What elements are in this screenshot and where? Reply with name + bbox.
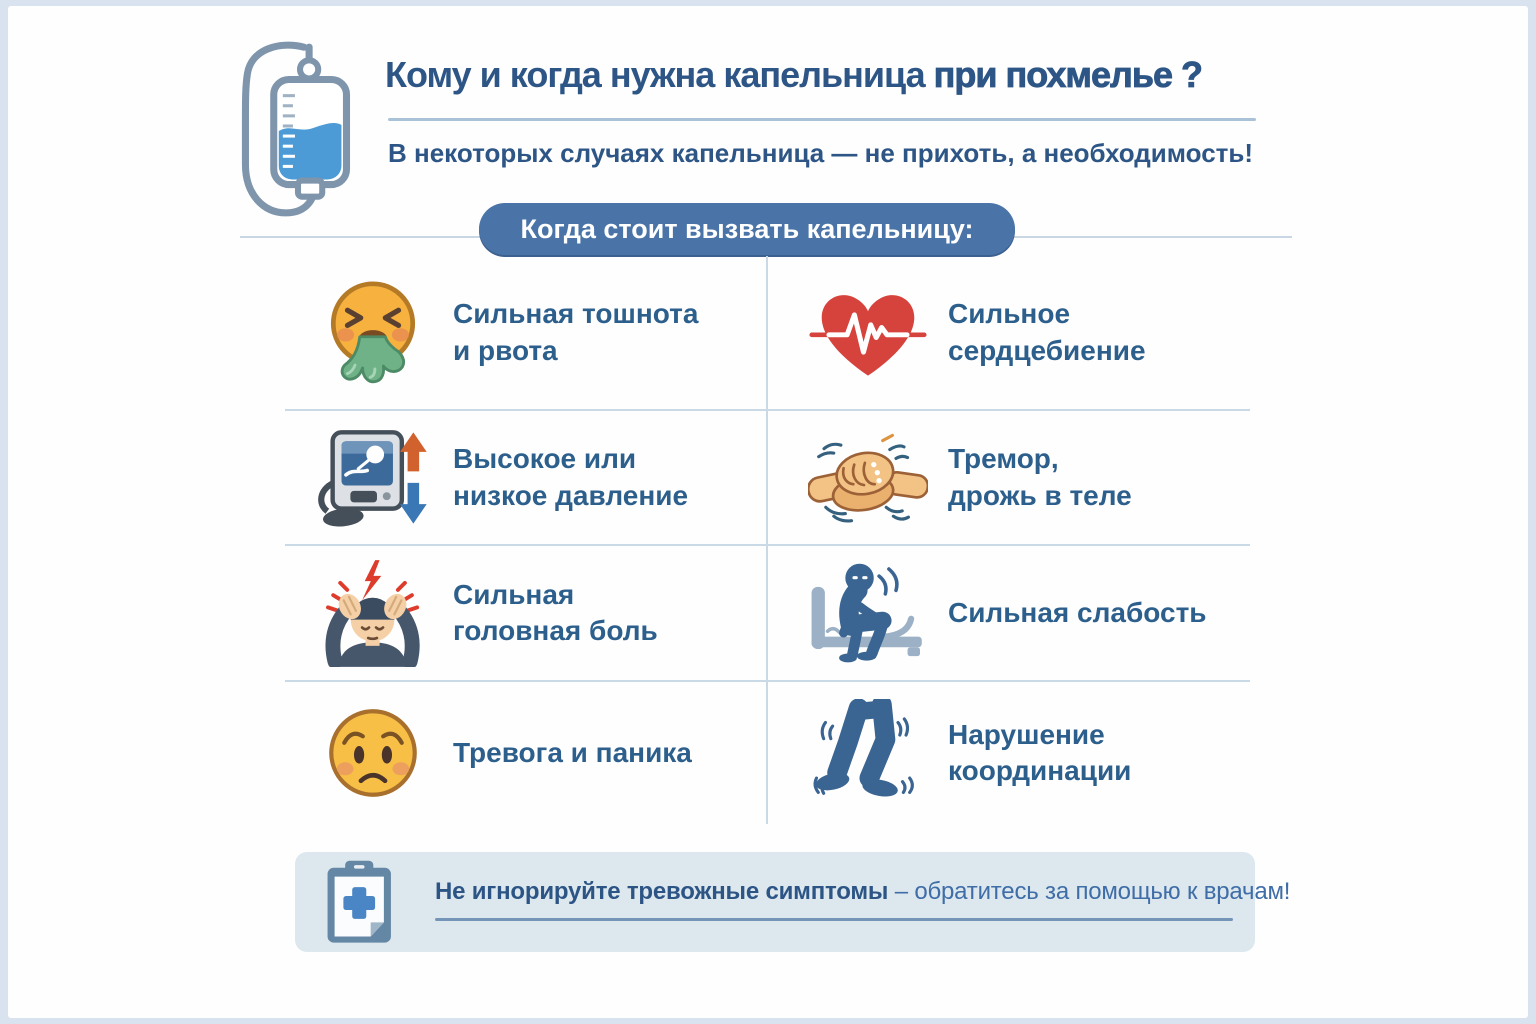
headache-icon bbox=[325, 559, 420, 667]
footer-banner: Не игнорируйте тревожные симптомы – обра… bbox=[295, 852, 1290, 952]
symptoms-grid: Сильная тошнота и рвота Сильное сердцеби… bbox=[285, 256, 1250, 824]
footer-text-regular: – обратитесь за помощью к врачам! bbox=[888, 878, 1291, 905]
symptom-cell-headache: Сильная головная боль bbox=[285, 546, 768, 682]
worried-face-icon bbox=[329, 709, 417, 797]
footer-text-bold: Не игнорируйте тревожные симптомы bbox=[435, 878, 889, 905]
symptom-label: Нарушение координации bbox=[948, 718, 1132, 786]
symptom-label: Высокое или низкое давление bbox=[453, 443, 689, 511]
title-regular: Кому и когда нужна капельница bbox=[385, 54, 934, 95]
footer-underline bbox=[435, 918, 1233, 921]
symptom-label: Сильная слабость bbox=[948, 596, 1207, 628]
footer-warning-text: Не игнорируйте тревожные симптомы – обра… bbox=[435, 878, 1290, 906]
symptom-cell-tremor: Тремор, дрожь в теле bbox=[768, 411, 1250, 546]
symptom-label: Сильная тошнота и рвота bbox=[453, 298, 699, 366]
title-emphasis: при похмелье ? bbox=[933, 54, 1203, 96]
iv-drip-bag-icon bbox=[241, 41, 351, 217]
medical-clipboard-icon bbox=[327, 860, 391, 943]
symptom-cell-blood-pressure: Высокое или низкое давление bbox=[285, 411, 768, 546]
heart-pulse-icon bbox=[809, 294, 927, 376]
vomiting-face-icon bbox=[330, 281, 416, 384]
symptom-cell-heartbeat: Сильное сердцебиение bbox=[768, 256, 1250, 411]
page-title: Кому и когда нужна капельница при похмел… bbox=[385, 54, 1285, 96]
blood-pressure-monitor-icon bbox=[318, 429, 427, 527]
impaired-coordination-icon bbox=[813, 699, 914, 797]
symptom-label: Сильное сердцебиение bbox=[948, 298, 1146, 366]
symptom-cell-coordination: Нарушение координации bbox=[768, 682, 1250, 824]
symptom-label: Сильная головная боль bbox=[453, 578, 658, 646]
content-card: Кому и когда нужна капельница при похмел… bbox=[8, 6, 1528, 1018]
trembling-hands-icon bbox=[808, 433, 928, 523]
symptom-label: Тревога и паника bbox=[453, 736, 692, 768]
section-banner: Когда стоит вызвать капельницу: bbox=[479, 203, 1015, 255]
page-subtitle: В некоторых случаях капельница — не прих… bbox=[388, 138, 1254, 168]
symptom-label: Тремор, дрожь в теле bbox=[948, 443, 1132, 511]
symptom-cell-nausea: Сильная тошнота и рвота bbox=[285, 256, 768, 411]
weakness-in-bed-icon bbox=[811, 563, 922, 662]
title-divider bbox=[388, 118, 1256, 121]
symptom-cell-weakness: Сильная слабость bbox=[768, 546, 1250, 682]
symptom-cell-anxiety: Тревога и паника bbox=[285, 682, 768, 824]
